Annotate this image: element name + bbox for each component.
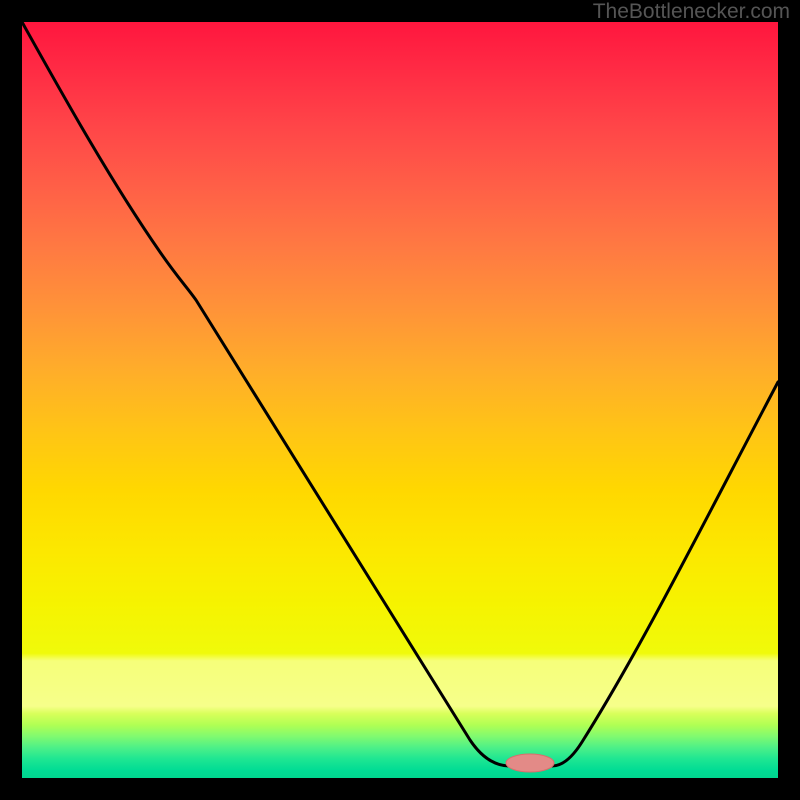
background-layer — [0, 0, 800, 800]
chart-stage: TheBottlenecker.com — [0, 0, 800, 800]
watermark-text: TheBottlenecker.com — [593, 0, 790, 24]
optimum-marker — [506, 754, 554, 772]
plot-area — [22, 22, 778, 778]
